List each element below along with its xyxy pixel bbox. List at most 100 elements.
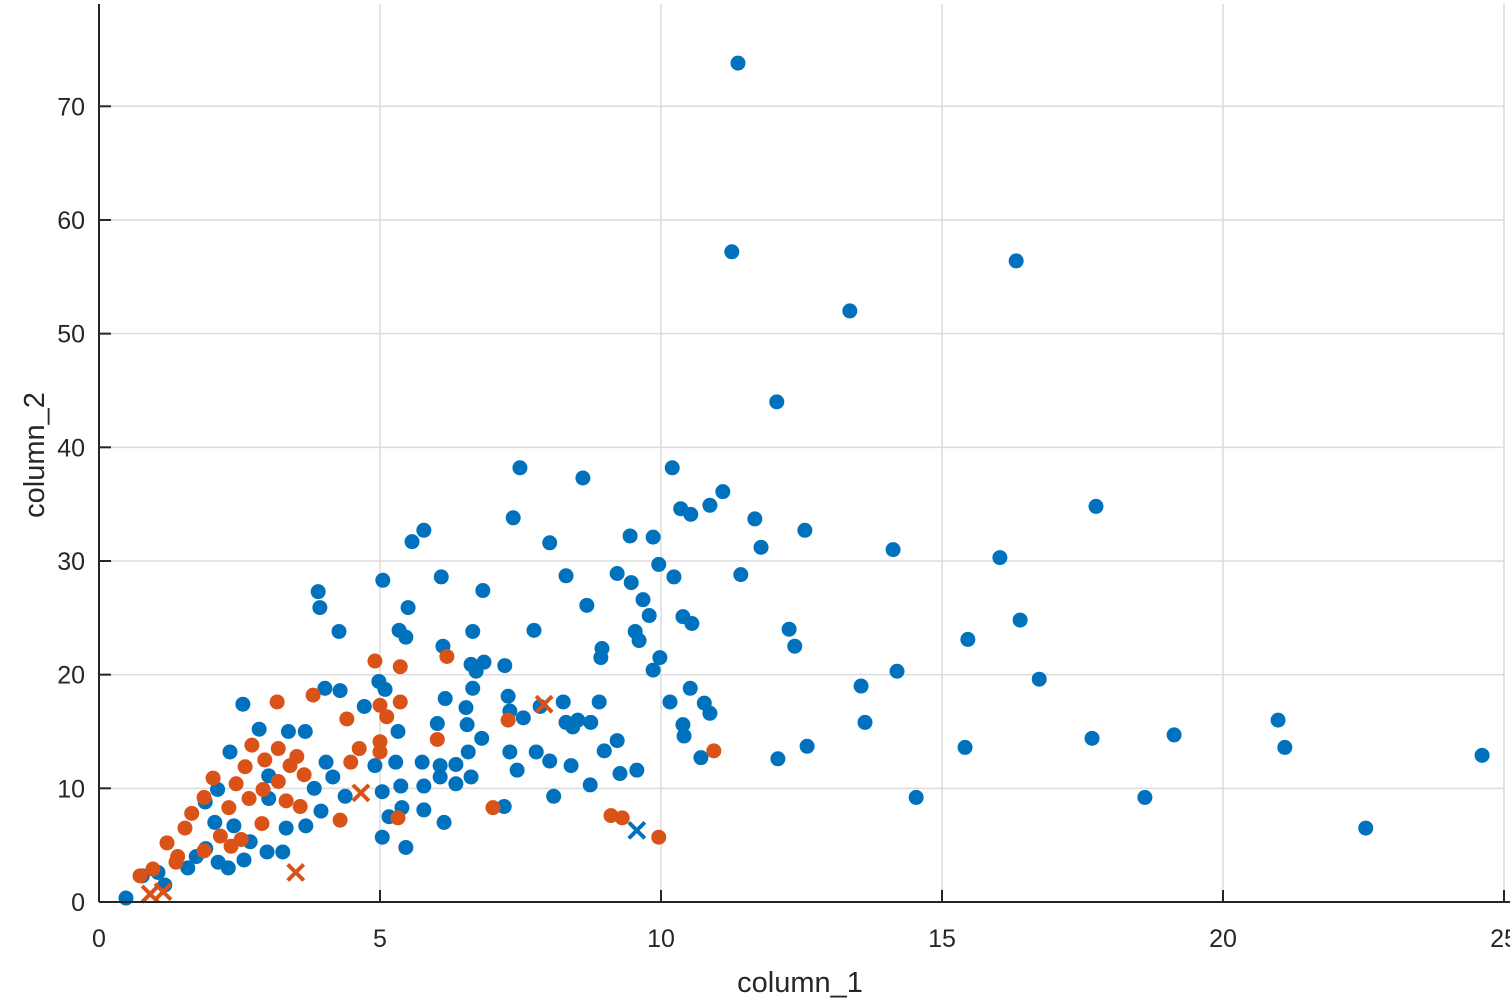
point	[702, 497, 718, 513]
point	[889, 663, 905, 679]
point	[596, 743, 612, 759]
point	[432, 758, 448, 774]
point	[651, 556, 667, 572]
point	[332, 812, 348, 828]
point	[474, 730, 490, 746]
point	[591, 694, 607, 710]
point	[652, 650, 668, 666]
point	[842, 303, 858, 319]
point	[682, 680, 698, 696]
point	[614, 810, 630, 826]
point	[622, 528, 638, 544]
point	[582, 777, 598, 793]
point	[693, 750, 709, 766]
point	[356, 698, 372, 714]
point	[1008, 253, 1024, 269]
point	[526, 622, 542, 638]
x-tick-label: 0	[92, 925, 106, 953]
point	[390, 810, 406, 826]
point	[528, 744, 544, 760]
point	[159, 835, 175, 851]
point	[416, 802, 432, 818]
point	[269, 694, 285, 710]
point	[275, 844, 291, 860]
point	[223, 838, 239, 854]
point	[257, 752, 273, 768]
plot-area	[118, 55, 1490, 906]
point	[367, 758, 383, 774]
point	[448, 756, 464, 772]
point	[416, 778, 432, 794]
point	[515, 710, 531, 726]
point	[465, 680, 481, 696]
point	[641, 608, 657, 624]
point	[251, 721, 267, 737]
point	[196, 789, 212, 805]
point	[676, 728, 692, 744]
point	[563, 758, 579, 774]
y-tick-label: 60	[57, 207, 85, 235]
point	[278, 820, 294, 836]
point	[270, 774, 286, 790]
x-tick-label: 5	[373, 925, 387, 953]
point	[730, 55, 746, 71]
point	[724, 244, 740, 260]
point	[1031, 671, 1047, 687]
point	[318, 754, 334, 770]
point	[609, 565, 625, 581]
point	[885, 542, 901, 558]
point	[393, 778, 409, 794]
y-axis-label: column_2	[19, 392, 51, 518]
x-tick-label: 15	[928, 925, 956, 953]
point	[351, 783, 371, 803]
point	[235, 696, 251, 712]
point	[664, 460, 680, 476]
y-tick-label: 30	[57, 548, 85, 576]
x-tick-label: 25	[1490, 925, 1510, 953]
point	[212, 828, 228, 844]
point	[797, 522, 813, 538]
point	[437, 691, 453, 707]
point	[534, 694, 554, 714]
y-tick-label: 10	[57, 775, 85, 803]
y-tick-label: 20	[57, 662, 85, 690]
x-tick-label: 20	[1209, 925, 1237, 953]
point	[459, 717, 475, 733]
point	[558, 568, 574, 584]
point	[400, 600, 416, 616]
point	[787, 638, 803, 654]
point	[512, 460, 528, 476]
point	[310, 584, 326, 600]
point	[259, 844, 275, 860]
point	[683, 506, 699, 522]
point	[367, 653, 383, 669]
point	[392, 659, 408, 675]
point	[857, 714, 873, 730]
point	[118, 890, 134, 906]
point	[1166, 727, 1182, 743]
point	[1474, 747, 1490, 763]
point	[770, 751, 786, 767]
point	[270, 741, 286, 757]
point	[286, 863, 306, 882]
point	[221, 800, 237, 816]
point	[1277, 739, 1293, 755]
x-axis-label: column_1	[737, 967, 863, 999]
point	[374, 784, 390, 800]
point	[593, 650, 609, 666]
point	[236, 852, 252, 868]
point	[666, 569, 682, 585]
point	[220, 860, 236, 876]
point	[153, 882, 173, 902]
point	[509, 762, 525, 778]
point	[433, 569, 449, 585]
point	[305, 687, 321, 703]
point	[546, 788, 562, 804]
point	[241, 791, 257, 807]
point	[463, 769, 479, 785]
point	[1270, 712, 1286, 728]
point	[377, 681, 393, 697]
point	[603, 808, 619, 824]
point	[436, 814, 452, 830]
point	[555, 694, 571, 710]
